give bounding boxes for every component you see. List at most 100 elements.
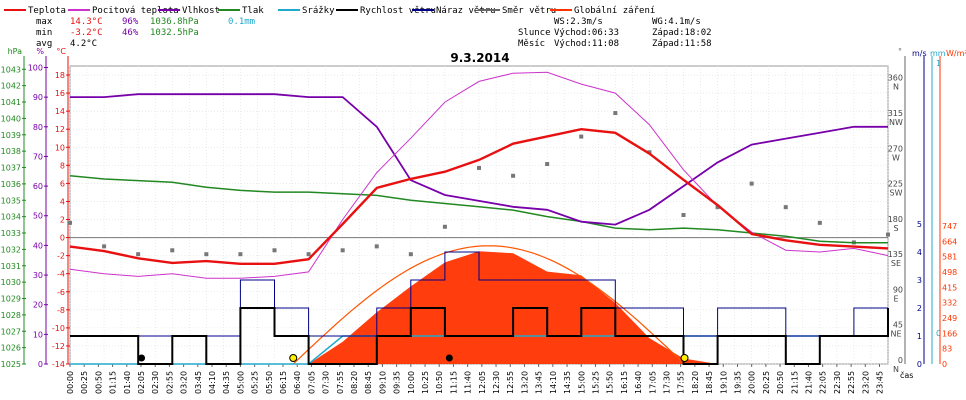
axis-hpa-tick-label: 1035 <box>1 196 21 205</box>
time-tick-label: 00:25 <box>80 371 89 394</box>
axis-hpa-tick-label: 1025 <box>1 360 21 369</box>
legend-label: Směr větru <box>502 6 556 16</box>
time-tick-label: 14:35 <box>563 371 572 394</box>
series-wind-gust-line <box>70 251 888 337</box>
time-tick-label: 04:35 <box>222 371 231 394</box>
axis-pct-tick-label: 70 <box>33 152 43 161</box>
axis-pct-tick-label: 10 <box>33 330 43 339</box>
stat-max-label: max <box>36 17 53 27</box>
axis-c-tick-label: 16 <box>55 89 65 98</box>
series-wind-dir-point <box>715 205 720 210</box>
time-tick-label: 12:30 <box>492 371 501 394</box>
stat-min-press: 1032.5hPa <box>150 28 199 38</box>
time-tick-label: 17:05 <box>648 371 657 394</box>
time-tick-label: 13:20 <box>520 371 529 394</box>
axis-c-title: °C <box>56 47 66 56</box>
series-wind-dir-point <box>681 213 686 217</box>
axis-ms-tick-label: 1 <box>917 332 922 341</box>
series-wind-dir-point <box>442 224 447 229</box>
axis-deg-tick-label: 0 <box>898 356 903 365</box>
axis-ms-tick-label: 4 <box>917 248 922 257</box>
time-tick-label: 01:15 <box>109 371 118 394</box>
legend-label: Tlak <box>242 6 264 16</box>
time-tick-label: 16:40 <box>634 371 643 394</box>
axis-hpa-tick-label: 1027 <box>1 327 21 336</box>
legend-label: Srážky <box>302 6 335 16</box>
axis-c-tick-label: 4 <box>60 197 65 206</box>
sun-mesic-label: Měsíc <box>518 39 545 49</box>
time-tick-label: 05:50 <box>265 371 274 394</box>
axis-c-tick-label: 8 <box>60 161 65 170</box>
series-theoretical-radiation <box>292 245 685 365</box>
stat-avg-label: avg <box>36 39 52 49</box>
axis-pct-tick-label: 20 <box>33 301 43 310</box>
axis-dir-tick-label: SW <box>890 189 903 198</box>
series-wind-dir-point <box>545 162 550 167</box>
time-tick-label: 10:50 <box>435 371 444 394</box>
series-wind-dir-point <box>102 244 107 249</box>
axis-hpa-tick-label: 1042 <box>1 82 21 91</box>
axis-c-tick-label: -12 <box>52 342 65 351</box>
axis-pct-tick-label: 100 <box>28 63 43 72</box>
stat-max-hum: 96% <box>122 17 139 27</box>
series-wind-dir-point <box>68 220 72 225</box>
time-tick-label: 14:10 <box>549 371 558 394</box>
legend-label: Pocitová teplota <box>92 6 179 16</box>
axis-hpa-tick-label: 1037 <box>1 164 21 173</box>
axis-hpa-tick-label: 1028 <box>1 311 21 320</box>
time-tick-label: 18:20 <box>691 371 700 394</box>
time-tick-label: 09:35 <box>393 371 402 394</box>
axis-wm-tick-label: 581 <box>942 253 957 262</box>
axis-pct-tick-label: 30 <box>33 271 43 280</box>
axis-deg-tick-label: 45 <box>893 321 903 330</box>
time-tick-label: 10:00 <box>407 371 416 394</box>
series-wind-dir-point <box>340 248 345 253</box>
time-tick-label: 03:20 <box>180 371 189 394</box>
series-wind-dir-point <box>238 252 243 257</box>
time-tick-label: 07:30 <box>322 371 331 394</box>
time-tick-label: 07:05 <box>307 371 316 394</box>
axis-c-tick-label: 2 <box>60 216 65 225</box>
time-tick-label: 16:15 <box>620 371 629 394</box>
axis-wm-tick-label: 664 <box>942 237 957 246</box>
time-tick-label: 11:15 <box>449 371 458 394</box>
series-wind-dir-point <box>170 248 175 253</box>
axis-wm-tick-label: 332 <box>942 299 957 308</box>
axis-c-tick-label: 12 <box>55 125 65 134</box>
time-tick-label: 17:30 <box>662 371 671 394</box>
axis-pct-tick-label: 90 <box>33 93 43 102</box>
time-tick-label: 07:55 <box>336 371 345 394</box>
series-wind-dir-point <box>136 252 141 257</box>
axis-deg-tick-label: 135 <box>888 250 903 259</box>
time-tick-label: 05:00 <box>236 371 245 394</box>
axis-hpa-tick-label: 1031 <box>1 262 21 271</box>
plot-area <box>68 71 890 365</box>
axis-dir-tick-label: NW <box>889 118 903 127</box>
axis-deg-tick-label: 270 <box>888 144 903 153</box>
time-tick-label: 11:40 <box>464 371 473 394</box>
axis-c-tick-label: 10 <box>55 143 65 152</box>
stat-min-temp: -3.2°C <box>70 28 103 38</box>
time-tick-label: 17:55 <box>677 371 686 394</box>
axis-pct-tick-label: 40 <box>33 241 43 250</box>
axis-mm-title: mm <box>930 49 946 58</box>
sun-ws: WS:2.3m/s <box>554 17 603 27</box>
series-humidity-line <box>70 93 888 226</box>
series-wind-dir-point <box>749 181 754 186</box>
axis-ms-tick-label: 3 <box>917 276 922 285</box>
stat-min-hum: 46% <box>122 28 139 38</box>
axis-dir-tick-label: S <box>893 224 898 233</box>
legend-label: Teplota <box>28 6 66 16</box>
time-tick-label: 23:45 <box>875 371 884 394</box>
axis-c-tick-label: -8 <box>57 306 65 315</box>
axis-c-tick-label: 0 <box>60 234 65 243</box>
series-wind-dir-point <box>272 248 277 253</box>
sun-mesic-set: Západ:11:58 <box>652 39 712 49</box>
moon-marker <box>445 354 453 362</box>
time-tick-label: 08:45 <box>364 371 373 394</box>
stat-min-label: min <box>36 28 52 38</box>
time-tick-label: 03:45 <box>194 371 203 394</box>
axis-c-tick-label: 6 <box>60 179 65 188</box>
axis-pct-tick-label: 0 <box>38 360 43 369</box>
time-tick-label: 21:15 <box>790 371 799 394</box>
